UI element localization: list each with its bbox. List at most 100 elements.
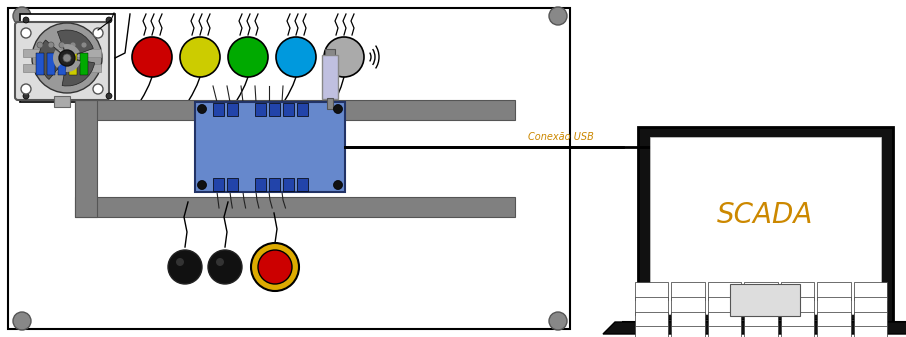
Circle shape — [208, 250, 242, 284]
Circle shape — [549, 312, 567, 330]
Circle shape — [132, 37, 172, 77]
Bar — [853, 326, 887, 337]
Bar — [325, 49, 335, 57]
Bar — [708, 311, 741, 329]
Bar — [817, 282, 851, 300]
Bar — [853, 311, 887, 329]
Circle shape — [106, 93, 112, 99]
Bar — [745, 297, 777, 314]
Circle shape — [549, 7, 567, 25]
Bar — [36, 53, 44, 75]
Bar — [20, 14, 115, 102]
Bar — [745, 326, 777, 337]
Bar — [322, 55, 338, 99]
Circle shape — [59, 42, 65, 48]
Circle shape — [13, 7, 31, 25]
Bar — [745, 311, 777, 329]
Text: Conexão USB: Conexão USB — [528, 132, 593, 142]
Bar — [47, 53, 55, 75]
Bar — [227, 178, 238, 191]
Bar — [69, 53, 77, 75]
Bar — [650, 137, 881, 314]
Bar — [708, 282, 741, 300]
Bar — [853, 297, 887, 314]
Bar — [781, 311, 814, 329]
Circle shape — [176, 258, 184, 266]
Bar — [817, 297, 851, 314]
Bar — [635, 311, 669, 329]
Circle shape — [93, 28, 103, 38]
FancyBboxPatch shape — [15, 22, 109, 100]
Bar — [283, 178, 294, 191]
Wedge shape — [57, 30, 93, 58]
Bar — [327, 98, 333, 109]
Circle shape — [13, 312, 31, 330]
Bar — [75, 197, 515, 217]
Bar — [75, 100, 97, 217]
Circle shape — [168, 250, 202, 284]
Circle shape — [81, 42, 87, 48]
Bar — [23, 49, 101, 57]
Bar — [668, 319, 863, 327]
Circle shape — [216, 258, 224, 266]
Bar — [635, 282, 669, 300]
Circle shape — [276, 37, 316, 77]
Circle shape — [198, 181, 207, 189]
Wedge shape — [66, 58, 81, 72]
Wedge shape — [39, 40, 67, 80]
Circle shape — [21, 84, 31, 94]
Bar — [269, 178, 280, 191]
Wedge shape — [63, 58, 94, 86]
Bar — [671, 282, 705, 300]
Wedge shape — [53, 50, 67, 68]
Bar — [671, 326, 705, 337]
Circle shape — [198, 104, 207, 114]
Bar — [635, 326, 669, 337]
Bar — [8, 8, 570, 329]
Bar — [671, 297, 705, 314]
Circle shape — [32, 23, 102, 93]
Bar — [58, 53, 66, 75]
Circle shape — [59, 50, 75, 66]
Circle shape — [21, 28, 31, 38]
Bar — [781, 326, 814, 337]
Circle shape — [23, 93, 29, 99]
Bar — [23, 64, 101, 72]
Circle shape — [106, 17, 112, 23]
Circle shape — [324, 37, 364, 77]
Bar — [730, 284, 800, 316]
Bar — [781, 282, 814, 300]
Bar — [817, 326, 851, 337]
Bar — [708, 297, 741, 314]
Circle shape — [180, 37, 220, 77]
Text: SCADA: SCADA — [717, 201, 814, 229]
Circle shape — [63, 54, 71, 62]
Bar — [80, 53, 88, 75]
Bar — [227, 103, 238, 116]
Circle shape — [251, 243, 299, 291]
Bar — [708, 326, 741, 337]
Bar — [269, 103, 280, 116]
Circle shape — [70, 42, 76, 48]
Circle shape — [93, 84, 103, 94]
Bar — [75, 100, 515, 120]
Bar — [635, 297, 669, 314]
Bar — [297, 103, 308, 116]
Bar — [297, 178, 308, 191]
Bar — [817, 311, 851, 329]
Bar — [255, 178, 266, 191]
Wedge shape — [63, 44, 80, 58]
Circle shape — [23, 17, 29, 23]
Circle shape — [228, 37, 268, 77]
Bar — [638, 127, 893, 322]
Circle shape — [258, 250, 292, 284]
Bar — [54, 96, 70, 107]
Bar — [213, 103, 224, 116]
Bar — [195, 102, 345, 192]
Polygon shape — [603, 322, 906, 334]
Bar — [623, 322, 906, 329]
Bar — [671, 311, 705, 329]
Bar — [213, 178, 224, 191]
Bar — [255, 103, 266, 116]
Bar — [745, 282, 777, 300]
